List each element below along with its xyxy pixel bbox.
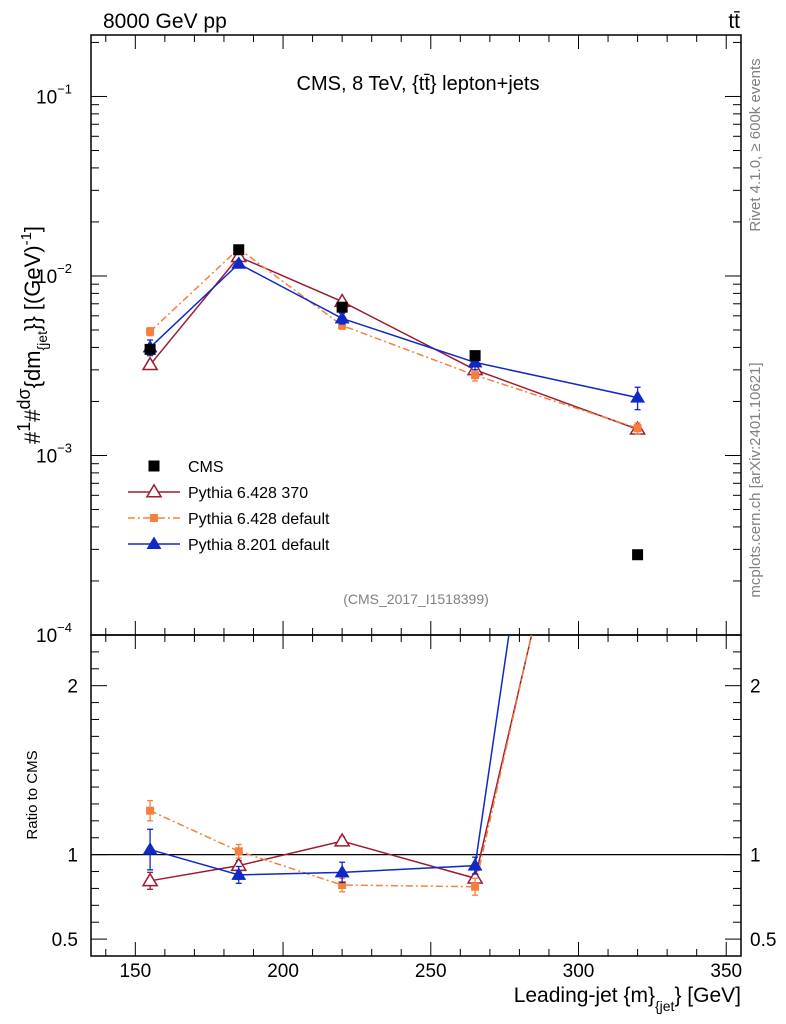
cms-data-point <box>233 244 245 256</box>
ratio-point <box>338 881 347 890</box>
ratio-point <box>471 882 480 891</box>
data-point <box>630 390 646 403</box>
data-point <box>141 356 159 371</box>
legend-marker <box>150 514 158 522</box>
ratio-point <box>467 857 483 871</box>
ratio-tick-label-right: 1 <box>750 846 761 867</box>
chart-title: CMS, 8 TeV, {tt̄} lepton+jets <box>297 73 540 95</box>
ratio-point <box>231 867 247 880</box>
cms-data-point <box>144 343 156 355</box>
x-tick-label: 150 <box>119 961 151 982</box>
ratio-panel-frame <box>90 634 742 957</box>
ratio-tick-label-right: 0.5 <box>750 930 776 951</box>
data-point <box>334 310 350 324</box>
cms-data-point <box>632 549 644 561</box>
ratio-point <box>146 806 155 815</box>
legend-label: Pythia 8.201 default <box>188 537 330 554</box>
svg-text:#1#dσ{dm{jet}} [(GeV)-1]: #1#dσ{dm{jet}} [(GeV)-1] <box>14 226 50 444</box>
y-tick-exponent: −4 <box>57 620 72 635</box>
y-tick-exponent: −3 <box>57 440 72 455</box>
ratio-point <box>142 841 158 855</box>
data-point <box>633 424 642 433</box>
data-point <box>146 327 155 336</box>
x-tick-label: 350 <box>710 961 742 982</box>
legend-label: Pythia 6.428 default <box>188 511 330 528</box>
ratio-point <box>334 864 350 878</box>
legend-label: CMS <box>188 459 224 476</box>
mcplots-label: mcplots.cern.ch [arXiv:2401.10621] <box>747 362 764 597</box>
legend-label: Pythia 6.428 370 <box>188 485 308 502</box>
cms-data-point <box>336 301 348 313</box>
ratio-tick-label: 2 <box>67 677 78 698</box>
ratio-point <box>141 872 159 887</box>
ratio-point <box>333 832 351 847</box>
data-point <box>338 321 347 330</box>
legend: CMS Pythia 6.428 370 Pythia 6.428 default P… <box>128 459 330 554</box>
ratio-tick-label: 1 <box>67 846 78 867</box>
data-point <box>231 256 247 269</box>
header-left: 8000 GeV pp <box>103 10 227 33</box>
legend-marker <box>148 460 160 472</box>
y-axis-label: #1#dσ{dm{jet}} [(GeV)-1] <box>14 226 50 444</box>
ratio-tick-label: 0.5 <box>52 930 78 951</box>
legend-marker <box>146 536 162 549</box>
cms-data-point <box>469 350 481 362</box>
ratio-y-label: Ratio to CMS <box>24 750 41 839</box>
x-tick-label: 200 <box>267 961 299 982</box>
x-tick-label: 300 <box>563 961 595 982</box>
legend-marker <box>145 483 163 498</box>
ratio-tick-label-right: 2 <box>750 677 761 698</box>
y-tick-exponent: −2 <box>57 261 72 276</box>
y-tick-exponent: −1 <box>57 81 72 96</box>
ratio-point <box>234 847 243 856</box>
data-point <box>467 354 483 368</box>
rivet-label: Rivet 4.1.0, ≥ 600k events <box>747 58 764 231</box>
data-point <box>471 371 480 380</box>
x-tick-label: 250 <box>415 961 447 982</box>
analysis-id: (CMS_2017_I1518399) <box>343 591 489 607</box>
header-right: tt̄ <box>728 10 740 33</box>
